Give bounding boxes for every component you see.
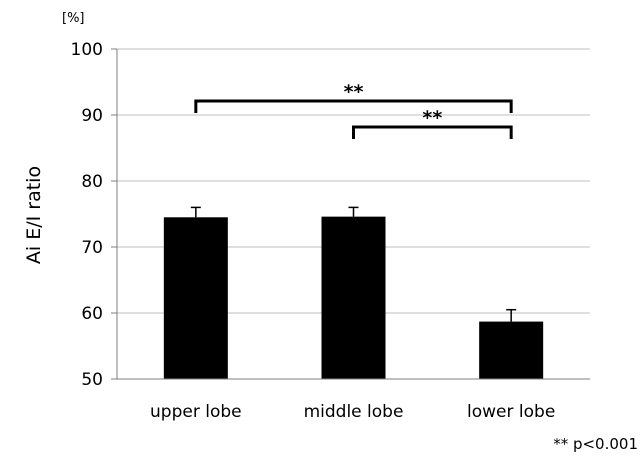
y-axis-title: Ai E/I ratio <box>23 166 45 264</box>
significance-brackets: ** ** <box>194 81 513 139</box>
x-category-label: lower lobe <box>467 402 555 422</box>
x-category-label: upper lobe <box>150 402 242 422</box>
significance-label: ** <box>422 107 442 129</box>
significance-label: ** <box>344 81 364 103</box>
x-category-label: middle lobe <box>304 402 404 422</box>
unit-label: [%] <box>62 11 85 26</box>
y-tick-label: 80 <box>81 172 103 192</box>
bar <box>321 216 386 379</box>
x-tick-labels: upper lobe middle lobe lower lobe <box>150 402 555 422</box>
y-tick-label: 70 <box>81 238 103 258</box>
significance-bracket <box>194 99 513 113</box>
y-tick-label: 90 <box>81 106 103 126</box>
significance-note: ** p<0.001 <box>553 435 638 453</box>
y-tick-labels: 50 60 70 80 90 100 <box>71 40 103 390</box>
significance-bracket <box>352 125 513 139</box>
y-tick-label: 50 <box>81 370 103 390</box>
axes <box>116 49 590 380</box>
bar <box>163 217 228 379</box>
bars <box>163 216 544 379</box>
y-tick-label: 100 <box>71 40 103 60</box>
bar <box>479 321 544 379</box>
error-bars <box>190 206 517 322</box>
y-tick-label: 60 <box>81 304 103 324</box>
